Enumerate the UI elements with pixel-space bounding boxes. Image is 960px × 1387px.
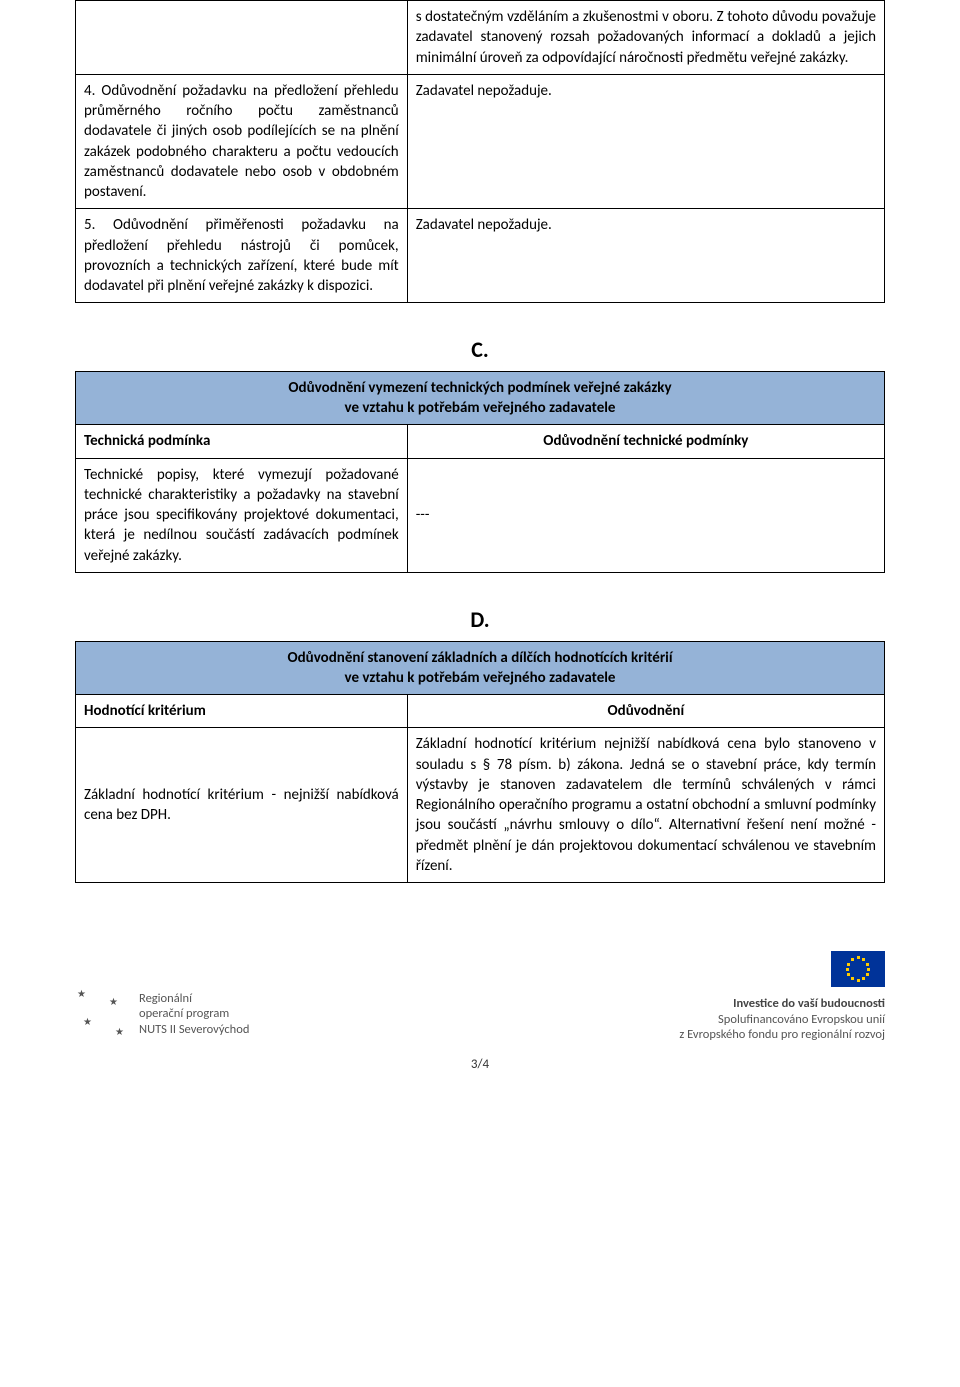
section-d-header-row: Hodnotící kritérium Odůvodnění [76,695,885,728]
star-icon: ★ [77,987,86,1000]
cell-right-0: s dostatečným vzděláním a zkušenostmi v … [407,1,884,75]
section-c-title-line2: ve vztahu k potřebám veřejného zadavatel… [345,399,616,417]
cell-left-1: 4. Odůvodnění požadavku na předložení př… [76,74,408,209]
cell-right-2: Zadavatel nepožaduje. [407,209,884,303]
star-icon: ★ [83,1015,92,1028]
section-d-row-left: Základní hodnotící kritérium - nejnižší … [76,728,408,883]
cell-left-2: 5. Odůvodnění přiměřenosti požadavku na … [76,209,408,303]
section-c-header-right: Odůvodnění technické podmínky [407,425,884,458]
page-footer: ★ ★ ★ ★ Regionální operační program NUTS… [75,911,885,1072]
section-c-header-left: Technická podmínka [76,425,408,458]
star-icon: ★ [115,1025,124,1038]
stars-logo: ★ ★ ★ ★ [75,985,133,1043]
investment-text: Investice do vaší budoucnosti Spolufinan… [679,996,885,1043]
section-c-header-row: Technická podmínka Odůvodnění technické … [76,425,885,458]
footer-left: ★ ★ ★ ★ Regionální operační program NUTS… [75,985,249,1043]
section-d-row-right: Základní hodnotící kritérium nejnižší na… [407,728,884,883]
section-d-title-line1: Odůvodnění stanovení základních a dílčíc… [287,649,672,667]
section-c-title: Odůvodnění vymezení technických podmínek… [76,371,885,425]
section-letter-row: C. [76,331,885,371]
document-page: s dostatečným vzděláním a zkušenostmi v … [0,0,960,1112]
section-c-row-right: --- [407,458,884,572]
invest-line3: z Evropského fondu pro regionální rozvoj [679,1027,885,1042]
eu-flag-icon [831,951,885,987]
section-d-header-right: Odůvodnění [407,695,884,728]
section-d-title-row: Odůvodnění stanovení základních a dílčíc… [76,641,885,695]
program-line3: NUTS II Severovýchod [139,1022,249,1037]
page-number: 3/4 [75,1057,885,1072]
program-line1: Regionální [139,991,192,1006]
table-section-c: C. Odůvodnění vymezení technických podmí… [75,331,885,573]
cell-left-0 [76,1,408,75]
section-d-header-left: Hodnotící kritérium [76,695,408,728]
table-row: 5. Odůvodnění přiměřenosti požadavku na … [76,209,885,303]
section-c-row-left: Technické popisy, které vymezují požadov… [76,458,408,572]
footer-right: Investice do vaší budoucnosti Spolufinan… [679,951,885,1043]
section-d-title-line2: ve vztahu k potřebám veřejného zadavatel… [345,669,616,687]
table-section-d: D. Odůvodnění stanovení základních a díl… [75,601,885,883]
invest-line2: Spolufinancováno Evropskou unií [718,1012,885,1027]
section-c-title-line1: Odůvodnění vymezení technických podmínek… [288,379,671,397]
table-row: s dostatečným vzděláním a zkušenostmi v … [76,1,885,75]
table-row: Základní hodnotící kritérium - nejnižší … [76,728,885,883]
star-icon: ★ [109,995,118,1008]
table-row: 4. Odůvodnění požadavku na předložení př… [76,74,885,209]
cell-right-1: Zadavatel nepožaduje. [407,74,884,209]
section-c-title-row: Odůvodnění vymezení technických podmínek… [76,371,885,425]
table-qualification: s dostatečným vzděláním a zkušenostmi v … [75,0,885,303]
section-d-letter: D. [76,601,885,641]
section-letter-row: D. [76,601,885,641]
footer-row: ★ ★ ★ ★ Regionální operační program NUTS… [75,951,885,1043]
section-d-title: Odůvodnění stanovení základních a dílčíc… [76,641,885,695]
invest-bold: Investice do vaší budoucnosti [733,996,885,1011]
program-line2: operační program [139,1006,229,1021]
table-row: Technické popisy, které vymezují požadov… [76,458,885,572]
section-c-letter: C. [76,331,885,371]
program-text: Regionální operační program NUTS II Seve… [139,991,249,1038]
